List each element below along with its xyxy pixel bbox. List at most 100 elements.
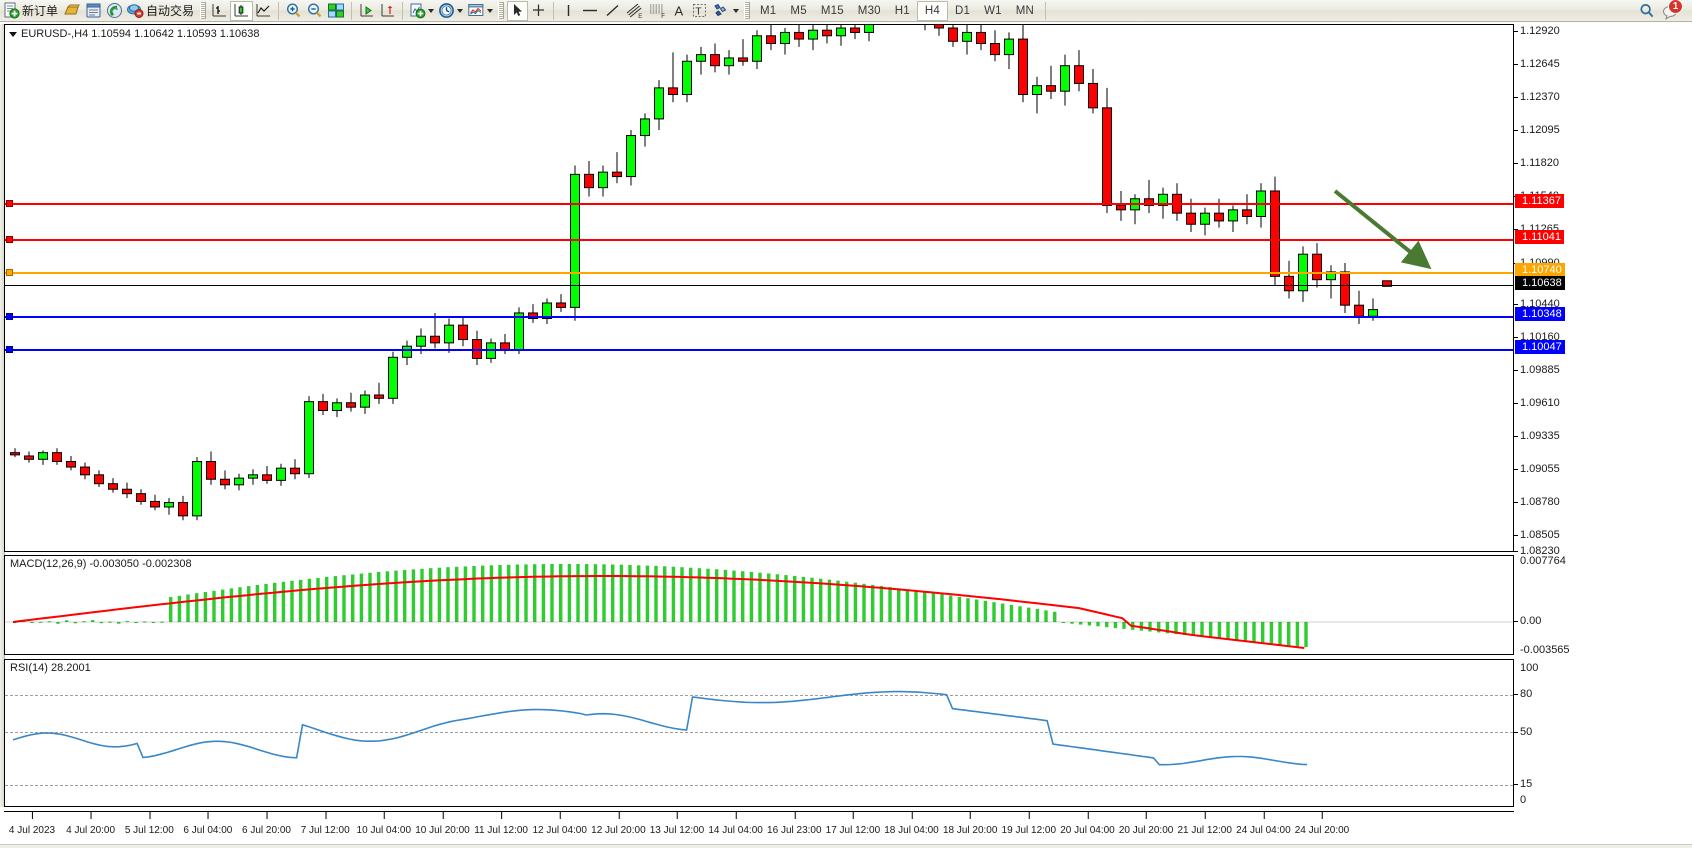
candlestick-chart-icon	[233, 2, 250, 19]
text-label-button[interactable]: T	[689, 1, 710, 21]
trendline-icon	[604, 2, 621, 19]
shapes-button[interactable]	[710, 1, 741, 21]
macd-label: MACD(12,26,9) -0.003050 -0.002308	[10, 558, 192, 570]
templates-button[interactable]	[465, 1, 495, 21]
timeframe-m30[interactable]: M30	[851, 1, 888, 21]
level-line-resistance-1[interactable]	[5, 203, 1513, 205]
chevron-down-icon[interactable]	[457, 9, 463, 13]
level-line-bid	[5, 285, 1513, 286]
cursor-icon	[510, 2, 525, 19]
shift-chart-button[interactable]	[356, 1, 377, 21]
toolbar-grip-periods[interactable]	[744, 2, 750, 19]
timeframe-m15[interactable]: M15	[814, 1, 851, 21]
horizontal-line-icon	[580, 2, 600, 19]
zoom-out-icon	[306, 2, 323, 19]
auto-trading-label: 自动交易	[146, 4, 194, 18]
chevron-down-icon[interactable]	[733, 9, 739, 13]
rsi-panel[interactable]: RSI(14) 28.2001	[4, 659, 1514, 807]
vertical-line-button[interactable]	[558, 1, 578, 21]
timeframe-h4[interactable]: H4	[917, 1, 948, 21]
gold-bar-button[interactable]	[61, 1, 83, 21]
chart-area[interactable]: EURUSD-,H4 1.10594 1.10642 1.10593 1.106…	[0, 22, 1692, 848]
macd-axis[interactable]: 0.007764 0.00 -0.003565	[1514, 555, 1692, 655]
tile-windows-button[interactable]	[325, 1, 347, 21]
panel-collapse-icon[interactable]	[9, 32, 17, 37]
price-tick: 1.09055	[1520, 464, 1560, 475]
crosshair-icon	[530, 2, 547, 19]
timeframe-m5[interactable]: M5	[783, 1, 813, 21]
toolbar-grip-charts[interactable]	[200, 2, 206, 19]
text-button[interactable]: A	[669, 1, 689, 21]
time-axis-label: 5 Jul 12:00	[125, 825, 174, 836]
new-order-button[interactable]: 新订单	[2, 1, 61, 21]
level-handle-resistance-1[interactable]	[6, 200, 13, 207]
timeframe-m1[interactable]: M1	[753, 1, 783, 21]
fibonacci-button[interactable]: F	[646, 1, 669, 21]
terminal-window-button[interactable]	[83, 1, 104, 21]
notifications-button[interactable]: 1	[1658, 1, 1682, 21]
price-label-entry[interactable]: 1.10740	[1515, 263, 1565, 277]
price-label-resistance-1[interactable]: 1.11367	[1515, 194, 1564, 208]
time-axis-label: 11 Jul 12:00	[474, 825, 528, 836]
rsi-tick: 15	[1520, 779, 1532, 790]
level-handle-resistance-2[interactable]	[6, 236, 13, 243]
horizontal-line-button[interactable]	[578, 1, 602, 21]
signals-button[interactable]	[104, 1, 125, 21]
search-button[interactable]	[1636, 1, 1658, 21]
auto-trading-button[interactable]: 自动交易	[125, 1, 197, 21]
timeframe-w1[interactable]: W1	[977, 1, 1009, 21]
auto-scroll-icon	[379, 2, 396, 19]
period-button[interactable]	[436, 1, 465, 21]
time-axis-label: 14 Jul 04:00	[708, 825, 763, 836]
zoom-out-button[interactable]	[304, 1, 325, 21]
timeframe-d1[interactable]: D1	[948, 1, 977, 21]
cursor-button[interactable]	[507, 1, 528, 21]
time-axis-label: 13 Jul 12:00	[650, 825, 705, 836]
crosshair-button[interactable]	[528, 1, 549, 21]
toolbar-grip-tools[interactable]	[498, 2, 504, 19]
svg-text:F: F	[661, 14, 665, 19]
macd-series	[5, 556, 1513, 654]
down-trend-arrow[interactable]	[1323, 183, 1463, 273]
price-axis[interactable]: 1.12920 1.12645 1.12370 1.12095 1.11820 …	[1514, 22, 1692, 555]
timeframe-mn[interactable]: MN	[1009, 1, 1041, 21]
indicators-icon	[409, 2, 426, 19]
price-label-resistance-2[interactable]: 1.11041	[1515, 230, 1564, 244]
timeframe-h1[interactable]: H1	[888, 1, 917, 21]
toolbar-divider-5	[1045, 2, 1046, 20]
shapes-icon	[712, 2, 731, 19]
time-axis[interactable]: 4 Jul 2023 4 Jul 20:00 5 Jul 12:00 6 Jul 04…	[4, 811, 1514, 847]
price-chart-panel[interactable]: EURUSD-,H4 1.10594 1.10642 1.10593 1.106…	[4, 24, 1514, 552]
macd-tick: -0.003565	[1520, 645, 1570, 656]
price-label-support-2[interactable]: 1.10047	[1515, 340, 1565, 354]
equidistant-channel-button[interactable]: E	[623, 1, 646, 21]
level-line-support-1[interactable]	[5, 316, 1513, 318]
time-axis-label: 10 Jul 20:00	[415, 825, 470, 836]
bar-chart-button[interactable]	[209, 1, 230, 21]
level-handle-entry[interactable]	[6, 269, 13, 276]
price-tick: 1.08780	[1520, 497, 1560, 508]
level-handle-support-2[interactable]	[6, 346, 13, 353]
time-axis-label: 4 Jul 20:00	[66, 825, 115, 836]
chevron-down-icon[interactable]	[487, 9, 493, 13]
indicators-button[interactable]	[407, 1, 436, 21]
auto-scroll-button[interactable]	[377, 1, 398, 21]
line-chart-button[interactable]	[253, 1, 274, 21]
zoom-in-button[interactable]	[283, 1, 304, 21]
level-line-support-2[interactable]	[5, 349, 1513, 351]
toolbar-divider-4	[553, 2, 554, 20]
rsi-axis[interactable]: 100 80 50 15 0	[1514, 659, 1692, 807]
time-axis-label: 12 Jul 04:00	[532, 825, 587, 836]
level-line-resistance-2[interactable]	[5, 239, 1513, 241]
time-axis-line	[4, 811, 1514, 812]
rsi-tick: 80	[1520, 689, 1532, 700]
level-handle-support-1[interactable]	[6, 313, 13, 320]
level-line-entry[interactable]	[5, 272, 1513, 274]
macd-tick: 0.00	[1520, 616, 1541, 627]
auto-trading-icon	[126, 2, 144, 19]
chevron-down-icon[interactable]	[428, 9, 434, 13]
candlestick-chart-button[interactable]	[230, 1, 253, 21]
macd-panel[interactable]: MACD(12,26,9) -0.003050 -0.002308	[4, 555, 1514, 655]
price-label-support-1[interactable]: 1.10348	[1515, 307, 1565, 321]
trendline-button[interactable]	[602, 1, 623, 21]
